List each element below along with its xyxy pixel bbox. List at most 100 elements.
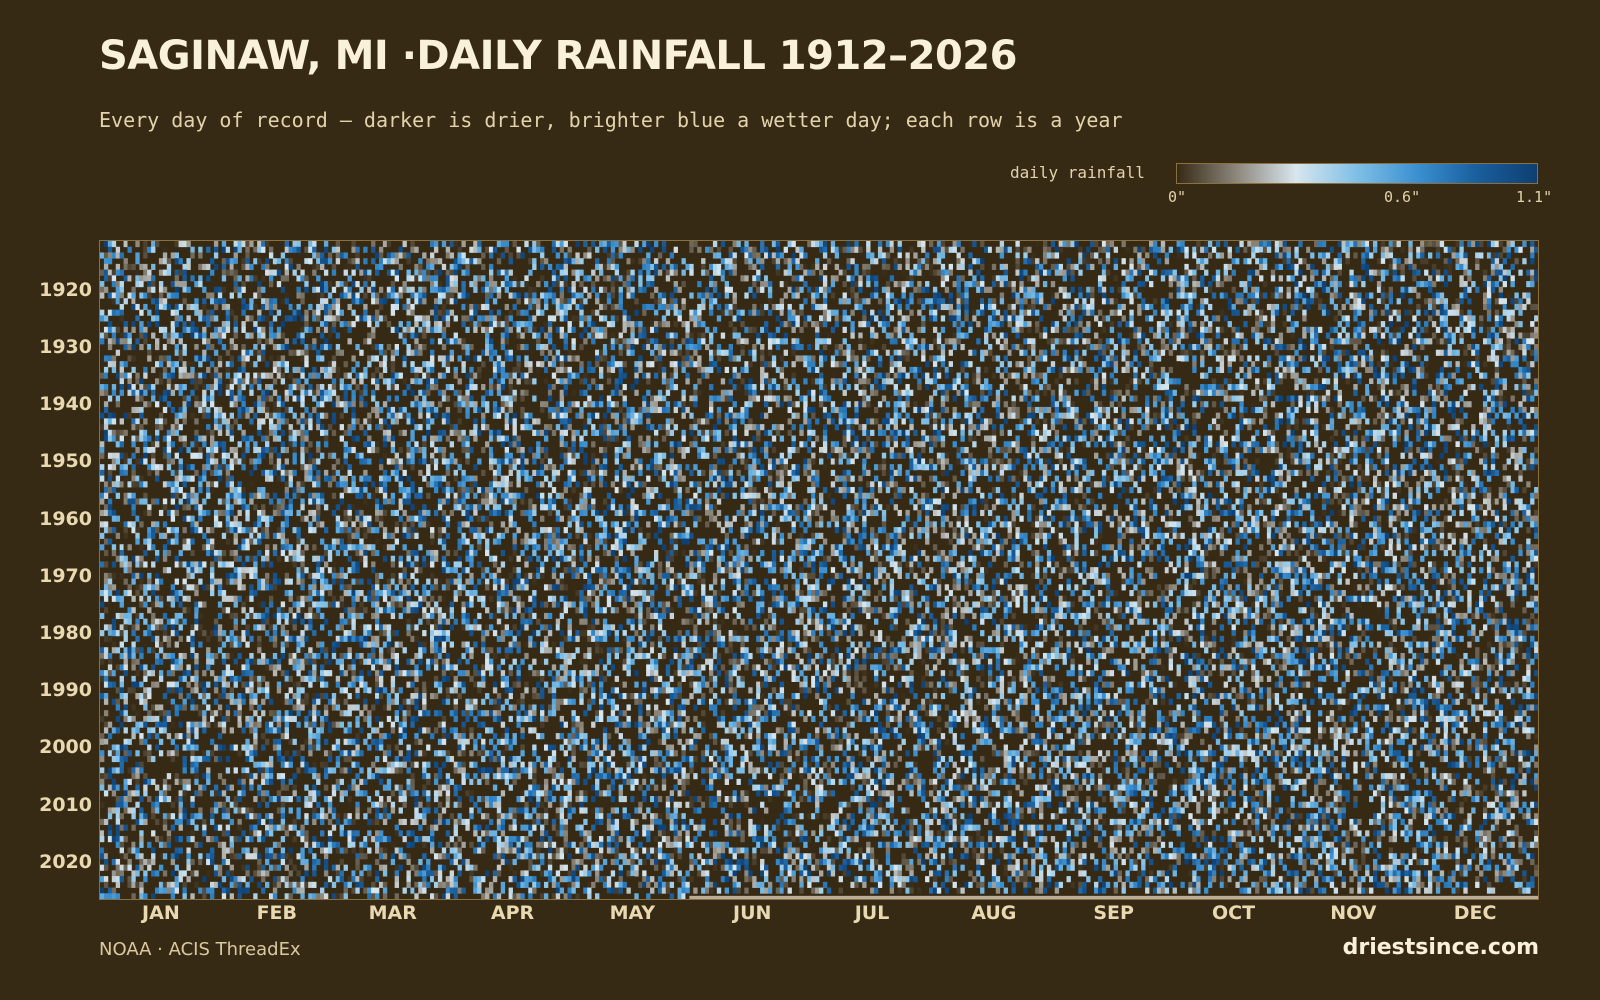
heatmap-cell: [457, 401, 462, 408]
heatmap-cell: [1219, 389, 1225, 396]
heatmap-cell: [1070, 241, 1075, 248]
heatmap-cell: [1317, 326, 1323, 333]
heatmap-cell: [960, 275, 965, 282]
heatmap-cell: [1482, 372, 1488, 379]
heatmap-cell: [642, 326, 647, 333]
heatmap-cell: [1302, 309, 1307, 316]
heatmap-cell: [972, 366, 977, 373]
heatmap-cell: [1294, 361, 1299, 368]
heatmap-cell: [1384, 361, 1390, 368]
heatmap-cell: [881, 269, 887, 276]
heatmap-cell: [111, 338, 117, 345]
heatmap-cell: [1325, 332, 1331, 339]
heatmap-cell: [921, 298, 926, 305]
heatmap-cell: [1353, 384, 1358, 391]
heatmap-cell: [579, 309, 584, 316]
heatmap-cell: [1027, 286, 1032, 293]
heatmap-cell: [693, 343, 698, 351]
heatmap-cell: [972, 349, 977, 356]
heatmap-cell: [359, 298, 364, 305]
heatmap-cell: [984, 303, 989, 311]
heatmap-cell: [441, 263, 447, 271]
heatmap-cell: [430, 395, 435, 402]
heatmap-cell: [1160, 303, 1166, 311]
heatmap-cell: [394, 298, 399, 305]
heatmap-cell: [198, 332, 203, 339]
heatmap-cell: [595, 258, 600, 265]
heatmap-cell: [1247, 372, 1252, 379]
heatmap-cell: [1200, 361, 1205, 368]
heatmap-cell: [206, 321, 211, 328]
heatmap-cell: [650, 326, 655, 333]
heatmap-cell: [221, 275, 227, 282]
heatmap-cell: [280, 372, 286, 379]
heatmap-cell: [1050, 321, 1056, 328]
heatmap-cell: [194, 332, 199, 339]
heatmap-cell: [634, 361, 639, 368]
heatmap-cell: [449, 281, 455, 288]
heatmap-cell: [516, 309, 521, 316]
heatmap-cell: [1494, 332, 1500, 339]
heatmap-cell: [1518, 309, 1523, 316]
heatmap-cell: [598, 315, 604, 322]
heatmap-cell: [1294, 281, 1299, 288]
heatmap-cell: [940, 269, 946, 276]
heatmap-row-1940: [103, 401, 1523, 408]
heatmap-cell: [1270, 315, 1276, 322]
heatmap-cell: [716, 395, 722, 402]
heatmap-cell: [1424, 361, 1429, 368]
heatmap-cell: [748, 378, 753, 385]
heatmap-cell: [1078, 366, 1083, 373]
heatmap-cell: [249, 241, 254, 248]
heatmap-cell: [528, 321, 533, 328]
heatmap-cell: [1510, 349, 1515, 356]
heatmap-cell: [492, 286, 498, 293]
heatmap-cell: [426, 326, 431, 333]
heatmap-cell: [748, 326, 753, 333]
heatmap-cell: [1149, 269, 1154, 276]
heatmap-cell: [909, 292, 914, 299]
heatmap-cell: [881, 286, 887, 293]
heatmap-cell: [371, 395, 376, 402]
heatmap-cell: [536, 332, 541, 339]
heatmap-cell: [1333, 326, 1339, 333]
heatmap-cell: [461, 338, 466, 345]
heatmap-cell: [296, 303, 301, 311]
heatmap-cell: [488, 315, 494, 322]
heatmap-cell: [249, 303, 254, 311]
heatmap-cell: [748, 252, 753, 259]
heatmap-cell: [410, 389, 415, 396]
heatmap-cell: [363, 372, 368, 379]
heatmap-cell: [371, 343, 376, 351]
heatmap-cell: [414, 378, 419, 385]
heatmap-cell: [1317, 349, 1323, 356]
heatmap-cell: [559, 263, 565, 271]
heatmap-cell: [272, 378, 278, 385]
heatmap-cell: [850, 349, 855, 356]
heatmap-cell: [701, 338, 706, 345]
heatmap-cell: [139, 378, 144, 385]
heatmap-cell: [166, 263, 172, 271]
heatmap-cell: [351, 269, 356, 276]
heatmap-cell: [858, 246, 863, 253]
heatmap-cell: [1471, 241, 1476, 248]
heatmap-cell: [1357, 275, 1362, 282]
heatmap-cell: [1121, 241, 1126, 248]
heatmap-cell: [1274, 378, 1280, 385]
heatmap-cell: [249, 263, 254, 271]
heatmap-cell: [123, 298, 128, 305]
heatmap-cell: [131, 263, 136, 271]
heatmap-cell: [516, 298, 521, 305]
heatmap-cell: [807, 366, 812, 373]
heatmap-cell: [634, 298, 639, 305]
heatmap-cell: [1349, 269, 1354, 276]
heatmap-cell: [1530, 246, 1535, 253]
heatmap-cell: [158, 355, 164, 362]
heatmap-cell: [1035, 269, 1040, 276]
heatmap-cell: [296, 246, 301, 253]
heatmap-cell: [921, 241, 926, 248]
heatmap-cell: [1447, 343, 1452, 351]
heatmap-cell: [241, 263, 246, 271]
heatmap-cell: [1427, 315, 1433, 322]
heatmap-cell: [677, 343, 682, 351]
